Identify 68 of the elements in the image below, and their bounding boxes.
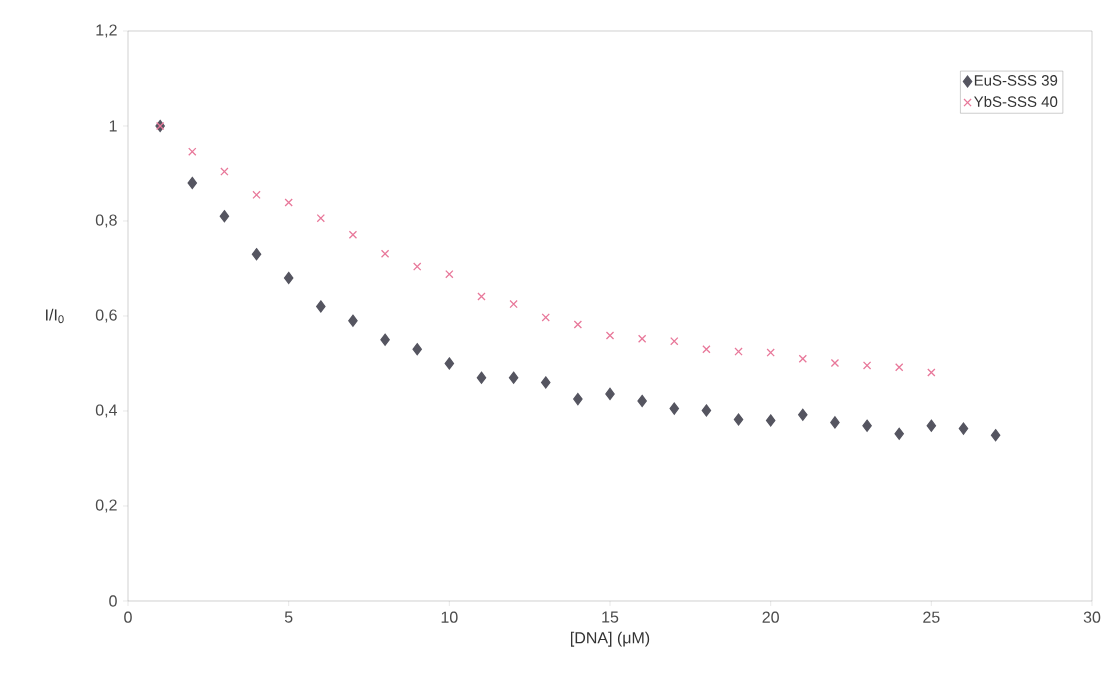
point bbox=[605, 331, 615, 340]
point bbox=[380, 333, 390, 346]
point bbox=[412, 343, 422, 356]
point bbox=[573, 320, 583, 329]
y-axis-title: I/I$_{0}$ bbox=[46, 308, 64, 324]
point bbox=[219, 210, 230, 223]
point bbox=[509, 299, 518, 309]
y-tick-label: 0,8 bbox=[95, 214, 117, 228]
x-tick-label: 25 bbox=[923, 611, 940, 623]
point bbox=[765, 414, 776, 427]
point bbox=[380, 249, 390, 258]
x-tick-label: 10 bbox=[441, 611, 458, 623]
y-tick-label: 0,6 bbox=[95, 309, 117, 323]
point bbox=[862, 419, 872, 432]
point bbox=[798, 354, 807, 363]
point bbox=[830, 416, 840, 429]
y-tick-label: 0,4 bbox=[95, 404, 117, 418]
point bbox=[895, 363, 904, 372]
point bbox=[637, 394, 647, 408]
point bbox=[734, 347, 743, 356]
point bbox=[605, 387, 615, 401]
y-tick-label: 1 bbox=[109, 120, 117, 132]
point bbox=[283, 271, 294, 285]
point bbox=[445, 270, 454, 279]
y-tick-label: 0 bbox=[109, 595, 117, 607]
point bbox=[958, 422, 969, 435]
point bbox=[990, 429, 1001, 442]
x-tick-label: 5 bbox=[284, 611, 293, 623]
point bbox=[348, 314, 358, 327]
point bbox=[702, 345, 711, 354]
point bbox=[444, 357, 455, 370]
x-tick-label: 20 bbox=[762, 611, 779, 623]
point bbox=[637, 334, 647, 343]
point bbox=[894, 427, 904, 440]
point bbox=[670, 336, 679, 346]
point bbox=[284, 198, 293, 207]
x-tick-label: 0 bbox=[124, 611, 132, 623]
point bbox=[540, 376, 551, 389]
point bbox=[413, 262, 422, 271]
point bbox=[573, 392, 583, 406]
y-tick-label: 1,2 bbox=[96, 24, 117, 38]
x-axis-title: [DNA] (μM) bbox=[570, 631, 650, 647]
x-tick-label: 15 bbox=[602, 611, 619, 623]
point bbox=[477, 292, 486, 301]
point bbox=[251, 248, 262, 261]
point bbox=[316, 300, 326, 313]
point bbox=[733, 413, 744, 426]
legend-label: EuS-SSS 39 bbox=[974, 75, 1058, 86]
x-tick-label: 30 bbox=[1083, 611, 1101, 623]
point bbox=[926, 419, 937, 432]
point bbox=[798, 408, 808, 421]
point bbox=[830, 358, 840, 368]
point bbox=[927, 368, 936, 377]
legend-label: YbS-SSS 40 bbox=[974, 95, 1058, 107]
point bbox=[508, 371, 519, 384]
point bbox=[766, 348, 775, 357]
point bbox=[541, 313, 550, 322]
point bbox=[476, 371, 487, 384]
point bbox=[669, 402, 680, 415]
point bbox=[862, 361, 872, 370]
point bbox=[187, 176, 198, 190]
point bbox=[701, 404, 712, 417]
point bbox=[220, 167, 229, 176]
y-tick-label: 0,2 bbox=[95, 499, 117, 513]
point bbox=[188, 147, 197, 156]
point bbox=[316, 213, 325, 223]
point bbox=[348, 230, 358, 239]
point bbox=[252, 190, 261, 200]
